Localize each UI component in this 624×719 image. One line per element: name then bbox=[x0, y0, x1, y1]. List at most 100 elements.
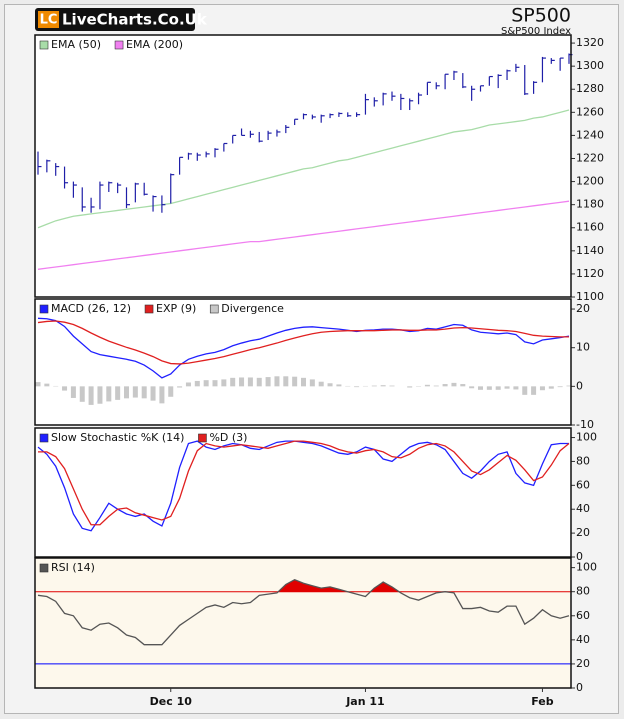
histogram-bar bbox=[354, 386, 360, 388]
y-tick-label: 1200 bbox=[576, 175, 604, 188]
legend-label: EMA (200) bbox=[126, 38, 183, 51]
histogram-bar bbox=[336, 384, 342, 387]
panel-background bbox=[35, 299, 571, 425]
histogram-bar bbox=[274, 376, 280, 387]
histogram-bar bbox=[451, 382, 457, 387]
y-tick-label: 60 bbox=[576, 609, 590, 622]
overbought-fill bbox=[278, 579, 446, 592]
legend-label: %D (3) bbox=[209, 431, 247, 444]
histogram-bar bbox=[185, 382, 191, 387]
histogram-bar bbox=[292, 376, 298, 387]
panel-border bbox=[34, 34, 572, 298]
histogram-bar bbox=[177, 386, 183, 388]
histogram-bar bbox=[495, 386, 501, 390]
histogram-bar bbox=[371, 385, 377, 387]
y-tick-label: 1180 bbox=[576, 198, 604, 211]
y-tick-label: 1120 bbox=[576, 267, 604, 280]
histogram-bar bbox=[424, 384, 430, 387]
histogram-bar bbox=[557, 386, 563, 388]
legend-label: MACD (26, 12) bbox=[51, 302, 131, 315]
y-tick-label: 1320 bbox=[576, 36, 604, 49]
legend-swatch bbox=[198, 433, 207, 443]
logo-mark: LC bbox=[40, 13, 58, 28]
histogram-bar bbox=[531, 386, 537, 395]
y-tick-label: 100 bbox=[576, 561, 597, 574]
legend-swatch bbox=[144, 304, 154, 314]
histogram-bar bbox=[283, 376, 289, 387]
histogram-bar bbox=[460, 384, 466, 387]
panel-border bbox=[34, 427, 572, 558]
legend-label: RSI (14) bbox=[51, 561, 95, 574]
y-tick-label: 20 bbox=[576, 526, 590, 539]
histogram-bar bbox=[212, 380, 218, 387]
histogram-bar bbox=[327, 383, 333, 387]
legend-swatch bbox=[114, 40, 124, 50]
histogram-bar bbox=[203, 380, 209, 387]
y-tick-label: 1160 bbox=[576, 221, 604, 234]
histogram-bar bbox=[566, 385, 572, 387]
histogram-bar bbox=[97, 386, 103, 404]
histogram-bar bbox=[522, 386, 528, 395]
y-tick-label: 1280 bbox=[576, 82, 604, 95]
y-tick-label: 0 bbox=[576, 681, 583, 694]
histogram-bar bbox=[141, 386, 147, 399]
y-tick-label: 100 bbox=[576, 431, 597, 444]
series-line bbox=[37, 109, 570, 229]
y-tick-label: 40 bbox=[576, 633, 590, 646]
histogram-bar bbox=[309, 379, 315, 387]
legend-swatch bbox=[39, 433, 49, 443]
y-tick-label: 0 bbox=[576, 379, 583, 392]
chart-subtitle: S&P500 Index bbox=[501, 26, 571, 37]
legend-swatch bbox=[39, 40, 49, 50]
legend-label: Slow Stochastic %K (14) bbox=[51, 431, 184, 444]
histogram-bar bbox=[478, 386, 483, 390]
histogram-bar bbox=[194, 380, 200, 387]
y-tick-label: -10 bbox=[576, 418, 594, 431]
y-tick-label: 40 bbox=[576, 502, 590, 515]
histogram-bar bbox=[124, 386, 129, 399]
legend-label: EXP (9) bbox=[156, 302, 196, 315]
y-tick-label: 20 bbox=[576, 302, 590, 315]
histogram-bar bbox=[265, 377, 271, 387]
panel-background bbox=[35, 35, 571, 297]
y-tick-label: 1100 bbox=[576, 290, 604, 303]
histogram-bar bbox=[88, 386, 94, 405]
x-tick-label: Feb bbox=[531, 695, 554, 708]
histogram-bar bbox=[433, 385, 439, 387]
y-tick-label: 80 bbox=[576, 585, 590, 598]
histogram-bar bbox=[150, 386, 156, 401]
logo-mark-box bbox=[38, 11, 59, 28]
histogram-bar bbox=[407, 386, 413, 388]
histogram-bar bbox=[168, 386, 174, 397]
series-line bbox=[37, 320, 569, 365]
histogram-bar bbox=[247, 377, 253, 387]
histogram-bar bbox=[486, 386, 492, 390]
y-tick-label: 1240 bbox=[576, 128, 604, 141]
histogram-bar bbox=[513, 386, 519, 390]
histogram-bar bbox=[442, 384, 448, 387]
histogram-bar bbox=[115, 386, 121, 400]
histogram-bar bbox=[539, 386, 545, 391]
histogram-bar bbox=[221, 379, 227, 387]
histogram-bar bbox=[44, 383, 50, 387]
histogram-bar bbox=[256, 377, 262, 387]
y-tick-label: 60 bbox=[576, 478, 590, 491]
panel-border bbox=[34, 298, 572, 426]
y-tick-label: 1260 bbox=[576, 105, 604, 118]
histogram-bar bbox=[301, 377, 306, 387]
panel-border bbox=[34, 557, 572, 689]
series-line bbox=[38, 440, 570, 526]
series-line bbox=[37, 440, 569, 532]
y-tick-label: 1300 bbox=[576, 59, 604, 72]
histogram-bar bbox=[70, 386, 76, 398]
histogram-bar bbox=[79, 386, 85, 402]
histogram-bar bbox=[132, 386, 138, 398]
y-tick-label: 20 bbox=[576, 657, 590, 670]
legend-swatch bbox=[39, 304, 49, 314]
histogram-bar bbox=[230, 377, 236, 387]
legend-label: EMA (50) bbox=[51, 38, 101, 51]
y-tick-label: 80 bbox=[576, 454, 590, 467]
histogram-bar bbox=[239, 377, 245, 387]
histogram-bar bbox=[159, 386, 165, 404]
histogram-bar bbox=[35, 382, 41, 387]
